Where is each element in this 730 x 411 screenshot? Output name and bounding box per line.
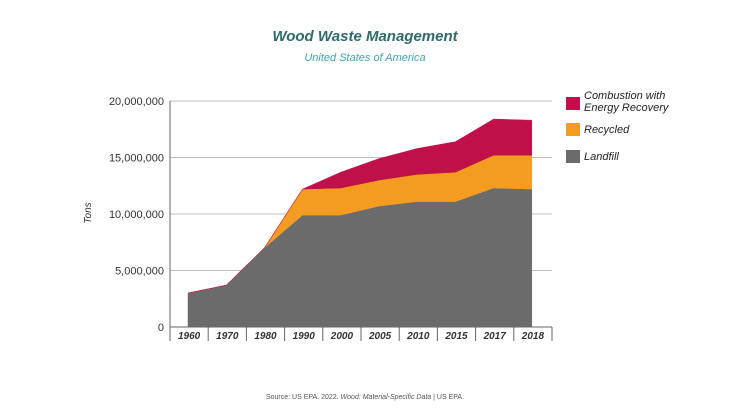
legend-swatch [566,150,580,163]
y-tick-label: 0 [158,322,164,334]
x-tick-label: 1970 [216,331,239,342]
y-tick-label: 15,000,000 [109,153,164,165]
axes: 1960 1970 1980 1990 2000 2005 2010 2015 2017 2018 [169,101,553,342]
x-tick-label: 1990 [293,331,316,342]
legend-swatch [566,123,580,136]
x-tick-label: 2018 [521,331,545,342]
x-tick-label: 1980 [254,331,277,342]
x-tick-label: 2000 [330,331,354,342]
x-tick-label: 1960 [178,331,201,342]
y-tick-label: 5,000,000 [115,266,164,278]
x-tick-label: 2017 [483,331,507,342]
legend-label: Recycled [584,124,630,136]
legend-item-landfill: Landfill [566,150,619,163]
legend-label: Combustion with Energy Recovery [584,90,670,114]
x-tick-label: 2010 [406,331,430,342]
legend-label: Landfill [584,151,619,163]
plot-area [187,118,533,328]
x-tick-label: 2005 [368,331,392,342]
y-axis-label: Tons [83,202,94,223]
source-prefix: Source: US EPA. 2022. [266,394,341,401]
source-note: Source: US EPA. 2022. Wood: Material-Spe… [266,394,464,401]
legend: Combustion with Energy Recovery Recycled La… [566,90,670,163]
source-suffix: | US EPA. [431,394,464,401]
y-tick-label: 20,000,000 [109,96,164,108]
legend-item-combustion-with-energy-recovery: Combustion with Energy Recovery [566,90,670,114]
area-combustion-with-energy-recovery [187,118,533,294]
legend-swatch [566,97,580,110]
x-tick-label: 2015 [444,331,468,342]
chart-title: Wood Waste Management [272,28,458,45]
y-tick-label: 10,000,000 [109,209,164,221]
chart-subtitle: United States of America [304,52,425,64]
legend-item-recycled: Recycled [566,123,630,136]
source-title: Wood: Material-Specific Data [341,394,432,401]
